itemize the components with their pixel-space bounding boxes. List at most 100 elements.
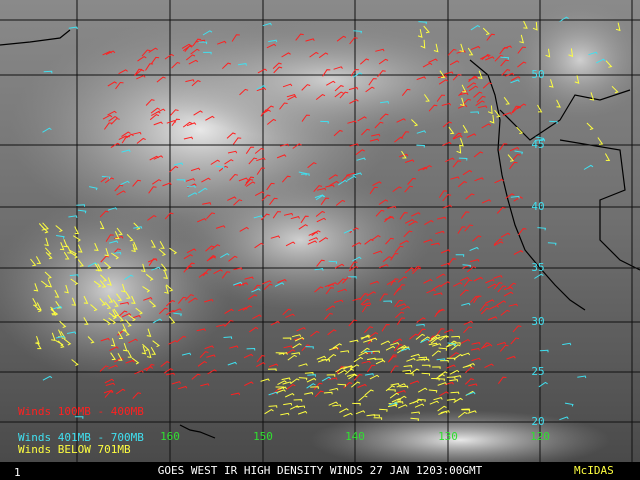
wind-barb xyxy=(407,177,416,185)
wind-barb xyxy=(436,358,446,362)
wind-barb xyxy=(420,358,430,362)
wind-barb xyxy=(431,350,441,357)
wind-barb xyxy=(256,167,265,175)
wind-barb xyxy=(325,305,336,311)
wind-barb xyxy=(218,165,229,172)
wind-barb xyxy=(142,286,151,293)
wind-barb xyxy=(77,259,84,267)
wind-barb xyxy=(307,162,317,169)
wind-barb xyxy=(94,242,99,251)
wind-barb xyxy=(482,343,493,349)
wind-barb xyxy=(287,95,297,101)
wind-barb xyxy=(287,354,297,361)
wind-barb xyxy=(337,278,347,285)
wind-barb xyxy=(361,304,371,313)
latitude-label: 25 xyxy=(531,365,544,378)
wind-barb xyxy=(293,399,303,402)
wind-barb xyxy=(470,259,480,263)
wind-barb xyxy=(368,78,377,86)
wind-barb xyxy=(263,283,273,290)
wind-barb xyxy=(142,343,150,352)
wind-barb xyxy=(261,109,271,115)
wind-barb xyxy=(349,37,358,45)
wind-barb xyxy=(151,111,161,117)
wind-barb xyxy=(461,302,471,306)
wind-barb xyxy=(409,333,419,340)
wind-barb xyxy=(112,251,122,255)
wind-barb xyxy=(397,395,407,402)
wind-barb xyxy=(444,329,454,334)
wind-barb xyxy=(177,385,188,390)
wind-barb xyxy=(390,383,400,386)
wind-barb xyxy=(411,265,421,272)
wind-barb xyxy=(451,344,461,351)
wind-barb xyxy=(52,305,63,310)
wind-barb xyxy=(232,137,242,145)
wind-barb xyxy=(198,41,208,45)
wind-barb xyxy=(282,337,292,340)
wind-barb xyxy=(447,342,457,347)
wind-barb xyxy=(77,209,87,214)
wind-barb xyxy=(177,335,187,342)
wind-barb xyxy=(403,365,413,368)
wind-barb xyxy=(564,402,574,407)
wind-barb xyxy=(197,218,207,223)
wind-barb xyxy=(310,330,320,337)
wind-barb xyxy=(447,48,457,56)
wind-barb xyxy=(371,235,381,241)
wind-barb xyxy=(366,414,376,417)
wind-barb xyxy=(171,61,181,69)
wind-barb xyxy=(121,149,131,153)
wind-barb xyxy=(125,359,135,364)
wind-barb xyxy=(418,356,428,360)
wind-barb xyxy=(171,118,180,126)
legend-entry: Winds BELOW 701MB xyxy=(18,443,131,456)
wind-barb xyxy=(379,408,388,412)
wind-barb xyxy=(447,340,457,347)
wind-barb xyxy=(417,387,428,393)
wind-barb xyxy=(202,30,213,36)
wind-barb xyxy=(234,283,245,287)
wind-barb xyxy=(262,280,272,285)
wind-barb xyxy=(360,347,370,354)
wind-barb xyxy=(480,342,490,350)
wind-barb xyxy=(150,239,156,248)
wind-barb xyxy=(468,85,479,92)
wind-barb xyxy=(245,176,255,184)
wind-barb xyxy=(227,196,237,201)
wind-barb xyxy=(33,283,39,292)
wind-barb xyxy=(390,253,399,261)
wind-barb xyxy=(324,312,333,320)
wind-barb xyxy=(215,165,225,170)
wind-barb xyxy=(349,364,360,370)
wind-barb xyxy=(285,241,296,247)
wind-barb xyxy=(281,377,291,381)
wind-barb xyxy=(559,16,569,22)
wind-barb xyxy=(446,398,456,402)
wind-barb xyxy=(348,265,359,272)
wind-barb xyxy=(420,336,431,342)
wind-barb xyxy=(100,337,110,342)
wind-barb xyxy=(496,341,507,346)
longitude-label: 140 xyxy=(345,430,365,443)
wind-barb xyxy=(136,74,146,80)
wind-barb xyxy=(147,258,158,263)
wind-barb xyxy=(436,328,445,336)
wind-barb xyxy=(346,175,357,181)
wind-barb xyxy=(254,242,264,249)
wind-barb xyxy=(494,109,501,118)
wind-barb xyxy=(347,120,357,124)
wind-barb xyxy=(510,79,520,84)
wind-barb xyxy=(352,402,361,406)
wind-barb xyxy=(108,240,119,244)
wind-barb xyxy=(268,39,278,43)
wind-barb xyxy=(152,318,163,324)
wind-barb xyxy=(339,91,349,99)
wind-barb xyxy=(383,215,394,223)
wind-barb xyxy=(380,101,390,104)
wind-barb xyxy=(217,40,227,45)
wind-barb xyxy=(118,310,128,317)
wind-barb xyxy=(213,269,223,275)
wind-barb xyxy=(42,127,52,133)
wind-barb xyxy=(597,137,604,145)
